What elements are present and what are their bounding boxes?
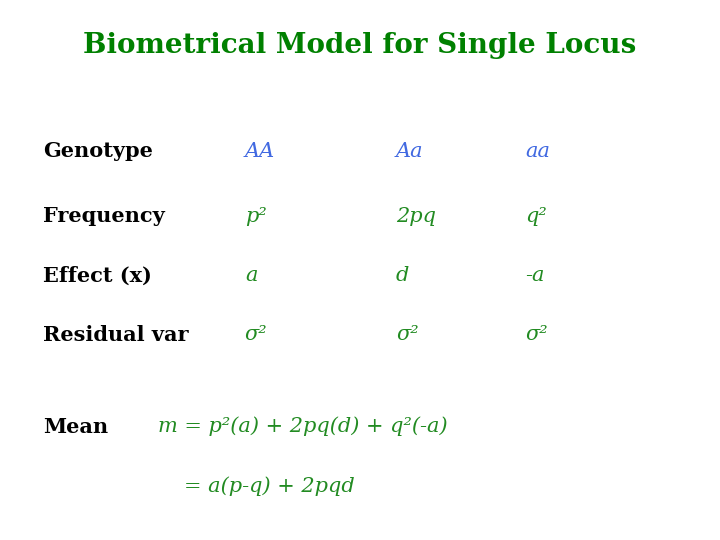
- Text: Effect (x): Effect (x): [43, 265, 152, 286]
- Text: aa: aa: [526, 141, 551, 161]
- Text: m = p²(a) + 2pq(d) + q²(-a): m = p²(a) + 2pq(d) + q²(-a): [158, 417, 448, 436]
- Text: -a: -a: [526, 266, 545, 285]
- Text: Mean: Mean: [43, 416, 108, 437]
- Text: σ²: σ²: [245, 325, 267, 345]
- Text: Biometrical Model for Single Locus: Biometrical Model for Single Locus: [84, 32, 636, 59]
- Text: AA: AA: [245, 141, 275, 161]
- Text: 2pq: 2pq: [396, 206, 436, 226]
- Text: Genotype: Genotype: [43, 141, 153, 161]
- Text: = a(p-q) + 2pqd: = a(p-q) + 2pqd: [184, 476, 354, 496]
- Text: a: a: [245, 266, 257, 285]
- Text: q²: q²: [526, 206, 547, 226]
- Text: σ²: σ²: [396, 325, 418, 345]
- Text: d: d: [396, 266, 410, 285]
- Text: σ²: σ²: [526, 325, 548, 345]
- Text: Aa: Aa: [396, 141, 423, 161]
- Text: Residual var: Residual var: [43, 325, 189, 345]
- Text: p²: p²: [245, 206, 266, 226]
- Text: Frequency: Frequency: [43, 206, 165, 226]
